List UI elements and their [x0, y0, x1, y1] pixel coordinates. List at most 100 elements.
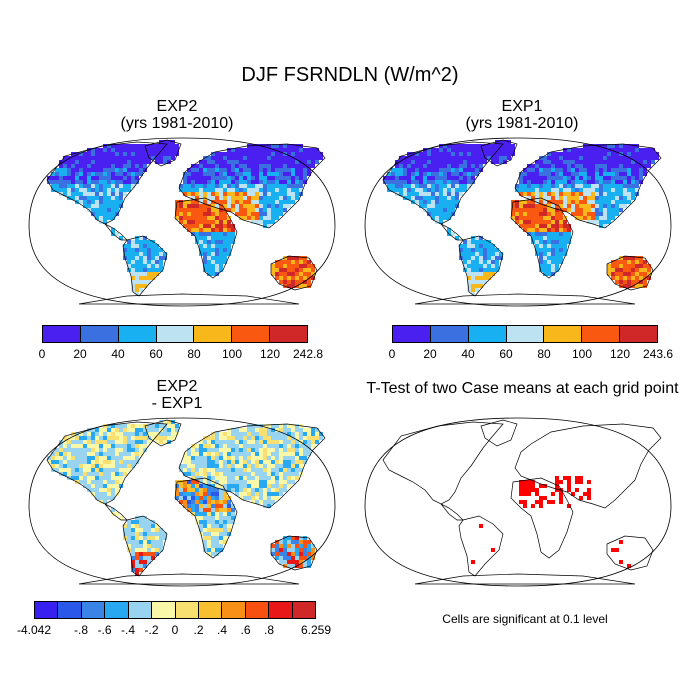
- map-ttest-significance: [364, 417, 672, 587]
- coastlines: [382, 139, 662, 305]
- panel-title-diff: EXP2 - EXP1: [92, 378, 262, 412]
- figure-title: DJF FSRNDLN (W/m^2): [241, 64, 459, 86]
- coastline-au: [606, 255, 654, 291]
- map-boundary: [364, 417, 672, 587]
- coastline-au: [606, 535, 654, 571]
- coastline-an: [414, 573, 636, 585]
- coastline-na: [46, 141, 168, 225]
- map-grid-cells: [383, 140, 659, 296]
- panel-title-exp2: EXP2 (yrs 1981-2010): [92, 98, 262, 132]
- colorbar-swatch: [581, 326, 620, 342]
- coastline-eu: [514, 423, 662, 509]
- map-boundary: [28, 417, 336, 587]
- colorbar-swatch: [221, 602, 245, 618]
- colorbar-swatch: [543, 326, 582, 342]
- colorbar-swatch: [291, 602, 316, 618]
- coastline-af: [174, 477, 238, 559]
- panel-title-line2: - EXP1: [151, 395, 203, 412]
- map-exp2-minus-exp1: [28, 417, 336, 587]
- colorbar-tick-label: 6.259: [300, 623, 332, 637]
- colorbar-tick-label: 0: [388, 347, 396, 361]
- coastlines: [46, 419, 326, 585]
- colorbar-tick-label: 100: [571, 347, 593, 361]
- coastline-af: [510, 477, 574, 559]
- colorbar-tick-label: -4.042: [16, 623, 52, 637]
- coastline-gr: [144, 419, 182, 447]
- map-grid-cells: [47, 420, 323, 576]
- colorbar-exp2: 0 20 40 60 80 100 120 242.8: [39, 325, 323, 361]
- coastline-af: [174, 197, 238, 279]
- colorbar-tick-label: 60: [499, 347, 513, 361]
- colorbar-swatch: [619, 326, 658, 342]
- colorbar-tick-label: .8: [263, 623, 275, 637]
- colorbar-swatches: [34, 601, 316, 619]
- colorbar-tick-label: 243.6: [642, 347, 674, 361]
- coastline-au: [270, 255, 318, 291]
- colorbar-tick-label: .2: [193, 623, 204, 637]
- map-exp1: [364, 137, 672, 307]
- colorbar-swatch: [151, 602, 175, 618]
- colorbar-tick-label: .6: [240, 623, 251, 637]
- map-boundary: [364, 137, 672, 307]
- map-grid-cells: [47, 140, 323, 296]
- colorbar-swatch: [43, 326, 80, 342]
- coastline-an: [414, 293, 636, 305]
- coastline-gr: [480, 419, 518, 447]
- colorbar-tick-label: 40: [111, 347, 125, 361]
- coastline-eu: [178, 143, 326, 229]
- colorbar-tick-label: 120: [609, 347, 631, 361]
- colorbar-tick-label: 20: [73, 347, 87, 361]
- panel-title-line2: (yrs 1981-2010): [465, 115, 579, 132]
- coastline-sa: [458, 515, 504, 577]
- panel-title-ttest: T-Test of two Case means at each grid po…: [366, 380, 679, 397]
- colorbar-tick-label: 80: [537, 347, 551, 361]
- coastline-eu: [178, 423, 326, 509]
- colorbar-swatch: [79, 326, 118, 342]
- colorbar-swatch: [155, 326, 194, 342]
- colorbar-swatch: [244, 602, 269, 618]
- map-grid-cells: [471, 476, 631, 568]
- colorbar-tick-label: 0: [38, 347, 46, 361]
- coastlines: [382, 419, 662, 585]
- coastline-ca: [440, 503, 464, 521]
- coastline-na: [382, 141, 504, 225]
- coastline-sa: [122, 235, 168, 297]
- colorbar-swatch: [429, 326, 468, 342]
- coastline-gr: [144, 139, 182, 167]
- colorbar-tick-label: -.8: [73, 623, 89, 637]
- colorbar-swatches: [42, 325, 308, 343]
- colorbar-tick-label: -.4: [120, 623, 136, 637]
- panel-title-line1: EXP2: [156, 98, 198, 115]
- colorbar-swatch: [467, 326, 506, 342]
- colorbar-tick-label: 242.8: [292, 347, 324, 361]
- coastline-na: [46, 421, 168, 505]
- colorbar-swatch: [35, 602, 58, 618]
- coastline-an: [78, 573, 300, 585]
- colorbar-tick-label: 120: [259, 347, 281, 361]
- colorbar-tick-label: 40: [461, 347, 475, 361]
- colorbar-swatch: [505, 326, 544, 342]
- colorbar-swatch: [127, 602, 152, 618]
- map-boundary: [28, 137, 336, 307]
- coastline-au: [270, 535, 318, 571]
- panel-title-line1: EXP2: [156, 378, 198, 395]
- coastline-af: [510, 197, 574, 279]
- coastlines: [46, 139, 326, 305]
- colorbar-swatch: [393, 326, 430, 342]
- coastline-eu: [514, 143, 662, 229]
- colorbar-tick-label: 100: [221, 347, 243, 361]
- colorbar-swatch: [80, 602, 105, 618]
- colorbar-tick-label: -.2: [144, 623, 159, 637]
- significance-note: Cells are significant at 0.1 level: [442, 612, 608, 626]
- colorbar-exp1: 0 20 40 60 80 100 120 243.6: [389, 325, 673, 361]
- colorbar-tick-label: 20: [423, 347, 437, 361]
- coastline-sa: [458, 235, 504, 297]
- coastline-an: [78, 293, 300, 305]
- colorbar-tick-label: .4: [216, 623, 228, 637]
- coastline-sa: [122, 515, 168, 577]
- colorbar-tick-label: -.6: [97, 623, 112, 637]
- panel-title-line1: EXP1: [501, 98, 543, 115]
- coastline-gr: [480, 139, 518, 167]
- colorbar-tick-label: 60: [149, 347, 163, 361]
- panel-title-exp1: EXP1 (yrs 1981-2010): [437, 98, 607, 132]
